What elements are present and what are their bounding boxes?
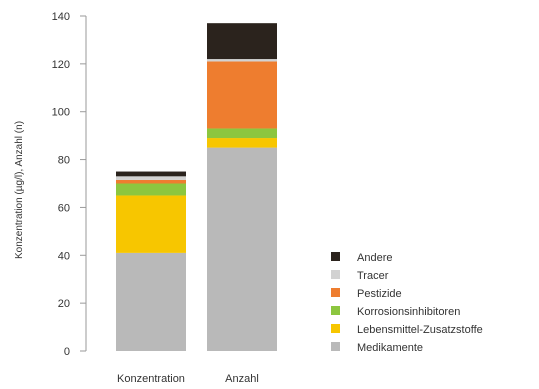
y-tick-label: 100: [52, 107, 70, 119]
y-tick-label: 120: [52, 59, 70, 71]
bar-segment-pestizide-1: [207, 61, 277, 129]
legend-swatch: [331, 252, 340, 261]
legend-label: Korrosionsinhibitoren: [357, 306, 460, 318]
category-label: Konzentration: [117, 373, 185, 385]
legend-label: Tracer: [357, 270, 389, 282]
bar-segment-tracer-1: [207, 59, 277, 62]
bar-segment-medikamente-0: [116, 252, 186, 351]
bar-segment-lebensmittel-zusatzstoffe-0: [116, 195, 186, 253]
category-label: Anzahl: [225, 373, 259, 385]
bar-segment-lebensmittel-zusatzstoffe-1: [207, 138, 277, 148]
legend-swatch: [331, 342, 340, 351]
bar-segment-andere-1: [207, 23, 277, 60]
bar-segment-korrosionsinhibitoren-0: [116, 183, 186, 196]
legend-label: Lebensmittel-Zusatzstoffe: [357, 324, 483, 336]
y-tick-label: 60: [58, 202, 70, 214]
legend-label: Pestizide: [357, 288, 402, 300]
y-tick-label: 20: [58, 298, 70, 310]
legend-label: Medikamente: [357, 342, 423, 354]
legend-label: Andere: [357, 252, 392, 264]
bar-segment-medikamente-1: [207, 147, 277, 351]
bar-segment-andere-0: [116, 171, 186, 177]
bar-segment-tracer-0: [116, 176, 186, 180]
y-tick-label: 0: [64, 346, 70, 358]
y-tick-label: 40: [58, 250, 70, 262]
legend-swatch: [331, 288, 340, 297]
category-labels: Konzentration Anzahl: [117, 373, 259, 385]
y-tick-label: 140: [52, 11, 70, 23]
y-tick-label: 80: [58, 155, 70, 167]
bars: [116, 23, 277, 351]
y-tick-labels: 0 20 40 60 80 100 120 140: [52, 11, 86, 358]
legend: Andere Tracer Pestizide Korrosionsinhibitor…: [331, 252, 483, 354]
bar-segment-pestizide-0: [116, 179, 186, 184]
legend-swatch: [331, 270, 340, 279]
y-axis-label: Konzentration (µg/l), Anzahl (n): [14, 121, 25, 259]
bar-segment-korrosionsinhibitoren-1: [207, 128, 277, 139]
legend-swatch: [331, 324, 340, 333]
legend-swatch: [331, 306, 340, 315]
